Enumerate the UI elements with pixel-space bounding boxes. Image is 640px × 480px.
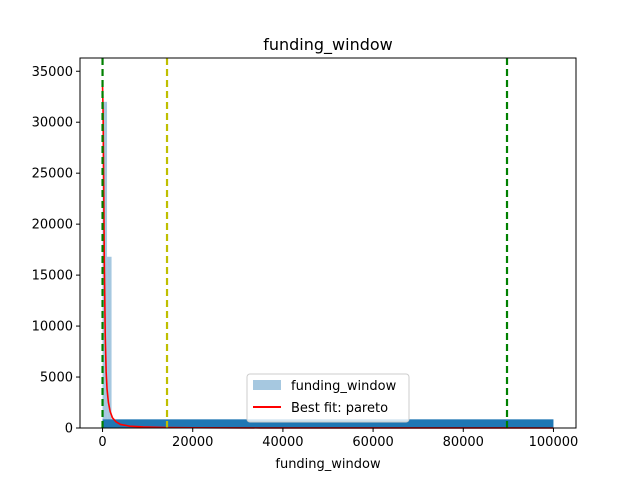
legend-fit-label: Best fit: pareto: [291, 401, 388, 416]
y-tick-label: 25000: [32, 167, 73, 182]
x-tick-label: 60000: [352, 435, 393, 450]
x-tick-label: 40000: [262, 435, 303, 450]
legend: funding_window Best fit: pareto: [246, 373, 410, 423]
y-tick-label: 35000: [32, 65, 73, 80]
dense-bins-band: [102, 419, 554, 428]
y-tick-label: 15000: [32, 269, 73, 284]
x-tick-label: 80000: [443, 435, 484, 450]
y-tick-label: 0: [65, 422, 73, 437]
x-axis-label: funding_window: [275, 457, 381, 472]
x-tick-label: 0: [98, 435, 106, 450]
y-tick-label: 10000: [32, 320, 73, 335]
legend-box: [246, 373, 410, 423]
legend-histogram-label: funding_window: [291, 379, 397, 394]
y-tick-label: 5000: [40, 371, 73, 386]
chart-title: funding_window: [263, 35, 393, 55]
plot-frame: [79, 57, 577, 429]
x-tick-label: 100000: [529, 435, 579, 450]
legend-histogram-swatch: [253, 380, 281, 390]
histogram-bar-1: [107, 256, 112, 428]
y-tick-label: 30000: [32, 116, 73, 131]
y-tick-label: 20000: [32, 218, 73, 233]
x-tick-label: 20000: [172, 435, 213, 450]
